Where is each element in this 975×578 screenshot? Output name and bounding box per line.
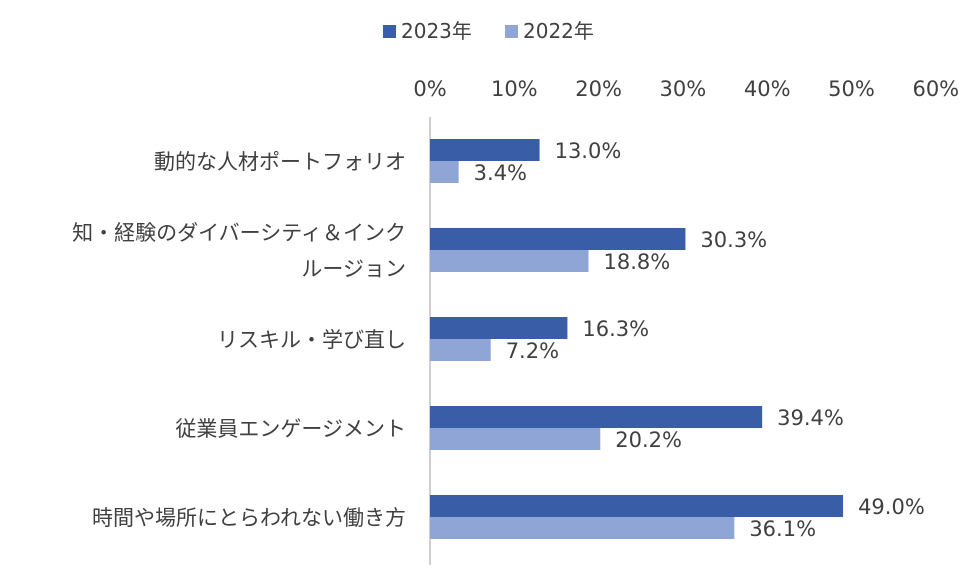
data-label: 49.0%: [858, 495, 925, 519]
data-label: 30.3%: [700, 228, 767, 252]
legend-label: 2023年: [401, 19, 472, 43]
data-label: 7.2%: [506, 339, 559, 363]
category-label: ルージョン: [301, 257, 406, 281]
x-tick-label: 50%: [828, 77, 875, 101]
x-tick-label: 20%: [575, 77, 622, 101]
bar-2022: [430, 339, 491, 361]
x-tick-label: 10%: [491, 77, 538, 101]
x-tick-label: 60%: [912, 77, 959, 101]
bar-2023: [430, 495, 844, 517]
legend-swatch: [383, 25, 396, 38]
category-label: 動的な人材ポートフォリオ: [154, 150, 406, 174]
data-label: 36.1%: [749, 517, 816, 541]
legend: 2023年 2022年: [383, 19, 594, 43]
bar-2023: [430, 406, 763, 428]
legend-label: 2022年: [523, 19, 594, 43]
data-label: 39.4%: [777, 406, 844, 430]
bar-2022: [430, 428, 601, 450]
data-label: 13.0%: [555, 139, 622, 163]
bar-2022: [430, 517, 735, 539]
bars: [430, 139, 844, 539]
category-label: リスキル・学び直し: [217, 328, 406, 352]
category-label: 従業員エンゲージメント: [175, 417, 406, 441]
data-label: 16.3%: [582, 317, 649, 341]
x-tick-label: 30%: [660, 77, 707, 101]
data-label: 18.8%: [603, 250, 670, 274]
bar-2022: [430, 250, 589, 272]
data-label: 20.2%: [615, 428, 682, 452]
bar-2023: [430, 228, 686, 250]
x-axis-ticks: 0% 10% 20% 30% 40% 50% 60%: [413, 77, 959, 101]
data-label: 3.4%: [474, 161, 527, 185]
category-labels: 動的な人材ポートフォリオ知・経験のダイバーシティ＆インクルージョンリスキル・学び…: [72, 150, 406, 530]
bar-2023: [430, 139, 540, 161]
bar-2023: [430, 317, 568, 339]
data-labels: 13.0% 30.3% 16.3% 39.4% 49.0% 3.4% 18.8% 7.2% 20…: [474, 139, 925, 541]
bar-2022: [430, 161, 459, 183]
x-tick-label: 40%: [744, 77, 791, 101]
x-tick-label: 0%: [413, 77, 446, 101]
legend-swatch: [505, 25, 518, 38]
category-label: 時間や場所にとらわれない働き方: [92, 506, 406, 530]
category-label: 知・経験のダイバーシティ＆インク: [72, 221, 406, 245]
